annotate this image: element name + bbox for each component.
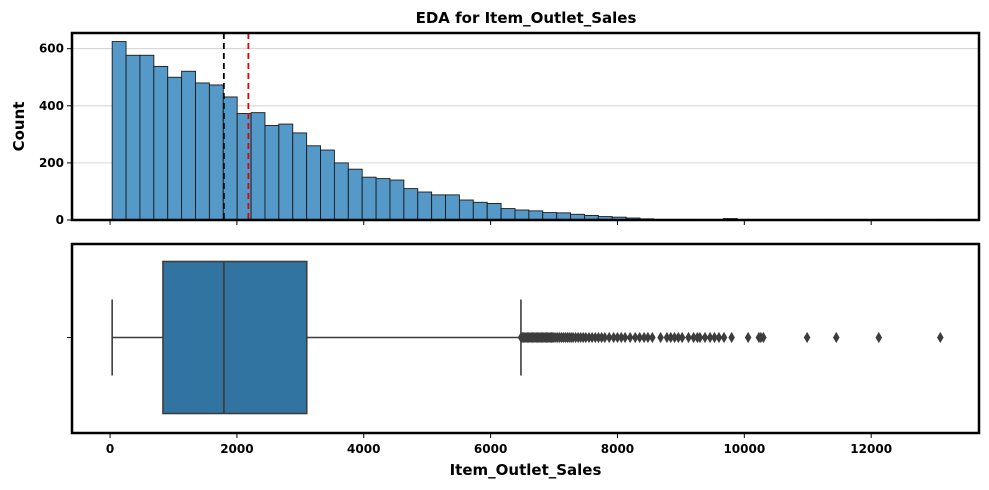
histogram-bar bbox=[472, 201, 488, 221]
boxplot-outlier-point bbox=[803, 331, 811, 344]
boxplot-outlier-point bbox=[832, 331, 840, 344]
histogram-y-ticks: 0 200 400 600 bbox=[39, 42, 72, 227]
histogram-bar bbox=[306, 145, 321, 221]
boxplot-panel: 0 2000 4000 6000 8000 10000 12000 Item_Outlet_… bbox=[67, 242, 981, 479]
histogram-panel: 0 200 400 600 Count bbox=[10, 31, 981, 227]
boxplot-outlier-point bbox=[701, 331, 709, 344]
histogram-frame bbox=[70, 31, 981, 222]
histogram-y-tick-label: 200 bbox=[39, 156, 64, 170]
boxplot-outlier-point bbox=[621, 331, 629, 344]
histogram-bar bbox=[139, 54, 155, 221]
histogram-bar bbox=[458, 199, 474, 221]
boxplot-x-tick-label: 4000 bbox=[347, 442, 380, 456]
histogram-y-tick-label: 600 bbox=[39, 42, 64, 56]
boxplot-frame bbox=[70, 242, 981, 435]
histogram-y-axis-label: Count bbox=[10, 102, 28, 152]
histogram-bar bbox=[250, 112, 266, 221]
boxplot-outlier-point bbox=[644, 331, 652, 344]
boxplot-outlier-point bbox=[601, 331, 609, 344]
boxplot-outlier-point bbox=[875, 331, 883, 344]
boxplot-outlier-point bbox=[936, 331, 944, 344]
histogram-bar bbox=[125, 54, 141, 221]
boxplot-outlier-point bbox=[760, 331, 767, 344]
histogram-bar bbox=[514, 209, 530, 221]
chart-title: EDA for Item_Outlet_Sales bbox=[416, 9, 637, 27]
histogram-bar bbox=[320, 149, 335, 221]
boxplot-x-tick-label: 0 bbox=[106, 442, 114, 456]
boxplot-outlier-point bbox=[744, 331, 752, 344]
histogram-bar bbox=[181, 70, 196, 221]
boxplot-x-tick-label: 8000 bbox=[601, 442, 634, 456]
boxplot-outliers bbox=[517, 331, 944, 344]
boxplot-outlier-point bbox=[728, 331, 735, 344]
histogram-bar bbox=[153, 65, 169, 221]
histogram-bar bbox=[431, 194, 446, 221]
boxplot-box bbox=[162, 260, 308, 415]
boxplot-outlier-point bbox=[649, 331, 656, 344]
boxplot-x-ticks: 0 2000 4000 6000 8000 10000 12000 bbox=[106, 433, 892, 456]
boxplot-outlier-point bbox=[636, 331, 643, 344]
histogram-bar bbox=[278, 123, 294, 221]
histogram-bar bbox=[208, 84, 224, 221]
histogram-bar bbox=[292, 132, 308, 221]
histogram-y-tick-label: 0 bbox=[56, 213, 64, 227]
boxplot-outlier-point bbox=[696, 331, 704, 344]
boxplot-outlier-point bbox=[678, 331, 686, 344]
histogram-bar bbox=[111, 41, 127, 221]
boxplot-outlier-point bbox=[631, 331, 639, 344]
boxplot-x-tick-label: 10000 bbox=[723, 442, 765, 456]
histogram-bar bbox=[486, 202, 502, 221]
histogram-bar bbox=[361, 176, 377, 221]
histogram-bar bbox=[528, 210, 544, 221]
histogram-bar bbox=[403, 188, 419, 221]
boxplot-x-axis-label: Item_Outlet_Sales bbox=[450, 461, 602, 479]
histogram-y-tick-label: 400 bbox=[39, 99, 64, 113]
histogram-bar bbox=[264, 125, 280, 221]
boxplot-outlier-point bbox=[605, 331, 613, 344]
boxplot-outlier-point bbox=[657, 331, 664, 344]
histogram-bar bbox=[389, 179, 405, 221]
boxplot-outlier-point bbox=[706, 331, 714, 344]
boxplot-x-tick-label: 12000 bbox=[850, 442, 892, 456]
histogram-bar bbox=[445, 194, 460, 221]
histogram-x-ticks bbox=[109, 220, 872, 225]
histogram-bar bbox=[500, 208, 516, 221]
histogram-bar bbox=[195, 82, 210, 221]
boxplot-x-tick-label: 6000 bbox=[474, 442, 507, 456]
boxplot-x-tick-label: 2000 bbox=[220, 442, 253, 456]
histogram-bar bbox=[417, 191, 433, 221]
boxplot-outlier-point bbox=[685, 331, 692, 344]
boxplot-outlier-point bbox=[720, 331, 728, 344]
histogram-bars bbox=[111, 41, 947, 221]
histogram-bar bbox=[375, 178, 391, 221]
histogram-bar bbox=[222, 96, 238, 221]
histogram-bar bbox=[333, 162, 349, 221]
boxplot-outlier-point bbox=[711, 331, 718, 344]
histogram-bar bbox=[167, 76, 183, 221]
boxplot-outlier-point bbox=[715, 331, 723, 344]
boxplot-outlier-point bbox=[626, 331, 634, 344]
histogram-bar bbox=[347, 168, 363, 221]
